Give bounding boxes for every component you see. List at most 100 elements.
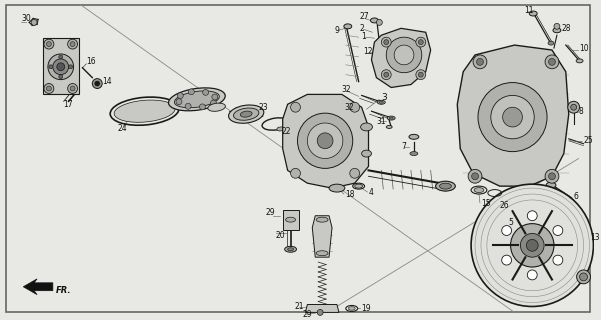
Circle shape <box>491 95 534 139</box>
Polygon shape <box>282 94 368 188</box>
Circle shape <box>44 84 54 93</box>
Circle shape <box>53 59 69 75</box>
Polygon shape <box>313 216 332 257</box>
Ellipse shape <box>285 217 296 222</box>
Circle shape <box>527 270 537 280</box>
Ellipse shape <box>344 24 352 29</box>
Text: 16: 16 <box>87 57 96 66</box>
Ellipse shape <box>389 117 393 119</box>
Polygon shape <box>23 279 53 295</box>
Circle shape <box>350 102 359 112</box>
Circle shape <box>468 169 482 183</box>
Text: 24: 24 <box>118 124 127 133</box>
Text: 21: 21 <box>294 302 304 311</box>
Polygon shape <box>43 38 79 94</box>
Circle shape <box>384 40 389 44</box>
Polygon shape <box>282 210 299 229</box>
Circle shape <box>478 83 547 152</box>
Ellipse shape <box>362 150 371 157</box>
Circle shape <box>68 39 78 49</box>
Circle shape <box>59 55 63 59</box>
Circle shape <box>511 224 554 267</box>
Ellipse shape <box>233 108 259 120</box>
Circle shape <box>95 81 100 86</box>
Text: 17: 17 <box>63 100 72 109</box>
Ellipse shape <box>474 188 484 193</box>
Ellipse shape <box>329 184 345 192</box>
Text: 20: 20 <box>276 231 285 240</box>
Circle shape <box>545 169 559 183</box>
Text: 31: 31 <box>376 116 386 125</box>
Circle shape <box>46 42 51 47</box>
Circle shape <box>553 255 563 265</box>
Ellipse shape <box>316 217 328 222</box>
Circle shape <box>70 86 75 91</box>
Text: 28: 28 <box>562 24 572 33</box>
Ellipse shape <box>548 41 554 45</box>
Circle shape <box>210 100 216 106</box>
Circle shape <box>549 173 555 180</box>
Circle shape <box>176 99 182 105</box>
Ellipse shape <box>529 11 537 16</box>
Text: 2: 2 <box>359 24 364 33</box>
Circle shape <box>526 239 538 251</box>
Ellipse shape <box>174 91 219 108</box>
Text: FR.: FR. <box>56 286 72 295</box>
Ellipse shape <box>410 152 418 156</box>
Ellipse shape <box>546 182 556 188</box>
Ellipse shape <box>228 105 264 123</box>
Circle shape <box>553 226 563 236</box>
Ellipse shape <box>361 123 373 131</box>
Circle shape <box>471 184 593 307</box>
Ellipse shape <box>553 28 561 33</box>
Circle shape <box>31 20 37 25</box>
Circle shape <box>568 101 579 113</box>
Circle shape <box>477 58 483 65</box>
Circle shape <box>203 89 209 95</box>
Circle shape <box>549 58 555 65</box>
Circle shape <box>418 40 423 44</box>
Text: 8: 8 <box>579 107 584 116</box>
Circle shape <box>554 23 560 29</box>
Ellipse shape <box>208 103 225 111</box>
Text: 29: 29 <box>302 310 312 319</box>
Text: 14: 14 <box>102 77 112 86</box>
Ellipse shape <box>349 307 355 310</box>
Text: 27: 27 <box>359 12 369 21</box>
Ellipse shape <box>386 125 392 128</box>
Text: 19: 19 <box>362 304 371 313</box>
Ellipse shape <box>277 127 285 131</box>
Circle shape <box>579 273 588 281</box>
Polygon shape <box>305 305 339 312</box>
Text: 10: 10 <box>579 44 589 52</box>
Text: 30: 30 <box>21 14 31 23</box>
Circle shape <box>472 173 478 180</box>
Circle shape <box>290 102 300 112</box>
Text: 4: 4 <box>368 188 373 196</box>
Circle shape <box>502 255 511 265</box>
Circle shape <box>48 54 73 80</box>
Text: 32: 32 <box>345 103 355 112</box>
Circle shape <box>418 72 423 77</box>
Circle shape <box>177 93 183 99</box>
Circle shape <box>381 70 391 80</box>
Text: 5: 5 <box>508 218 513 227</box>
Circle shape <box>384 72 389 77</box>
Circle shape <box>527 211 537 221</box>
Polygon shape <box>457 45 569 186</box>
Circle shape <box>70 42 75 47</box>
Text: 13: 13 <box>590 233 600 242</box>
Ellipse shape <box>168 88 225 111</box>
Circle shape <box>317 133 333 149</box>
Circle shape <box>297 113 353 168</box>
Circle shape <box>68 84 78 93</box>
Ellipse shape <box>240 111 252 117</box>
Circle shape <box>49 65 53 69</box>
Ellipse shape <box>409 134 419 139</box>
Text: 32: 32 <box>342 85 352 94</box>
Ellipse shape <box>387 116 395 120</box>
Text: 18: 18 <box>345 189 355 198</box>
Ellipse shape <box>355 184 362 188</box>
Ellipse shape <box>370 18 379 23</box>
Ellipse shape <box>288 248 293 251</box>
